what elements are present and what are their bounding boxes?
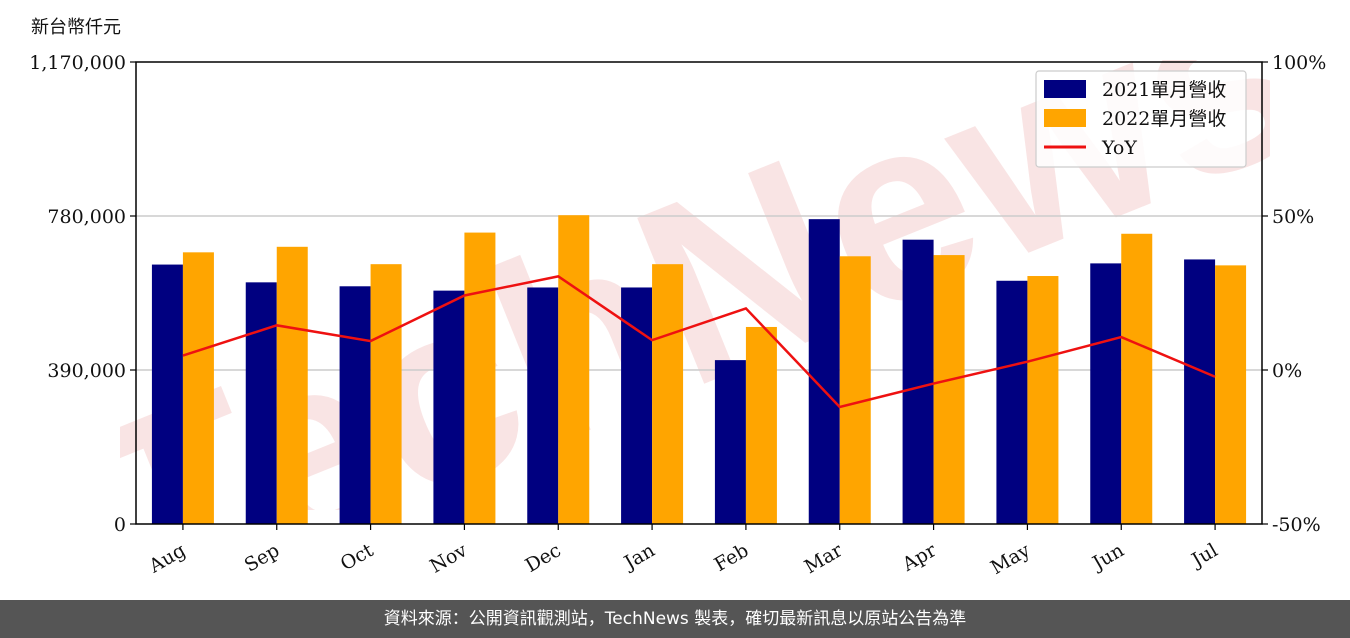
revenue-chart: 0 390,000 780,000 1,170,000 -50% 0% 50% 100% Aug… [29, 52, 1326, 579]
bar-2022 [839, 256, 871, 524]
bar-2021 [902, 239, 934, 524]
x-tick-label: Jun [1087, 539, 1128, 575]
legend-label: YoY [1101, 137, 1137, 159]
bar-2021 [1090, 263, 1122, 524]
y-right-tick-label: -50% [1272, 514, 1321, 536]
x-tick-label: Aug [145, 539, 190, 578]
bar-2021 [714, 360, 746, 524]
bar-2022 [1027, 276, 1059, 524]
bar-2021 [1184, 259, 1216, 524]
y-left-tick-label: 780,000 [47, 206, 126, 228]
y-left-tick-label: 390,000 [47, 360, 126, 382]
x-tick-label: Dec [522, 539, 565, 577]
bar-2021 [151, 264, 183, 524]
legend-swatch [1044, 80, 1086, 98]
legend-label: 2022單月營收 [1102, 108, 1226, 130]
x-tick-label: Mar [801, 539, 847, 578]
legend-label: 2021單月營收 [1102, 79, 1226, 101]
x-tick-label: May [987, 539, 1034, 579]
bar-2022 [182, 252, 214, 525]
x-tick-label: Oct [337, 539, 378, 575]
bar-2022 [933, 255, 965, 525]
bar-2021 [808, 219, 840, 524]
bar-2022 [370, 264, 402, 524]
y-right-tick-label: 100% [1272, 52, 1326, 74]
x-tick-label: Sep [241, 539, 284, 576]
bar-2021 [339, 286, 371, 524]
source-footer: 資料來源：公開資訊觀測站，TechNews 製表，確切最新訊息以原站公告為準 [0, 600, 1350, 638]
bar-2021 [433, 290, 465, 524]
bar-2022 [276, 246, 308, 525]
bar-2022 [464, 232, 496, 525]
x-tick-label: Feb [711, 539, 753, 576]
x-tick-label: Nov [426, 539, 471, 578]
bar-2022 [652, 264, 684, 524]
bar-2022 [745, 326, 777, 524]
legend-box [1035, 70, 1247, 168]
y-left-tick-label: 0 [114, 514, 126, 536]
bar-2022 [1121, 233, 1153, 524]
x-tick-label: Jul [1186, 539, 1221, 572]
legend-swatch [1044, 109, 1086, 127]
x-tick-label: Apr [898, 539, 941, 576]
bar-2022 [1215, 265, 1247, 524]
bar-2021 [996, 280, 1028, 524]
bar-2021 [245, 282, 277, 524]
y-axis-unit-label: 新台幣仟元 [31, 17, 121, 38]
y-right-tick-label: 0% [1272, 360, 1302, 382]
yoy-line [182, 275, 1216, 409]
x-tick-label: Jan [619, 539, 659, 575]
plot-frame [135, 61, 1263, 525]
bar-2021 [621, 287, 653, 524]
y-left-tick-label: 1,170,000 [29, 52, 126, 74]
bar-2021 [527, 287, 559, 524]
bar-2022 [558, 215, 590, 524]
y-right-tick-label: 50% [1272, 206, 1314, 228]
